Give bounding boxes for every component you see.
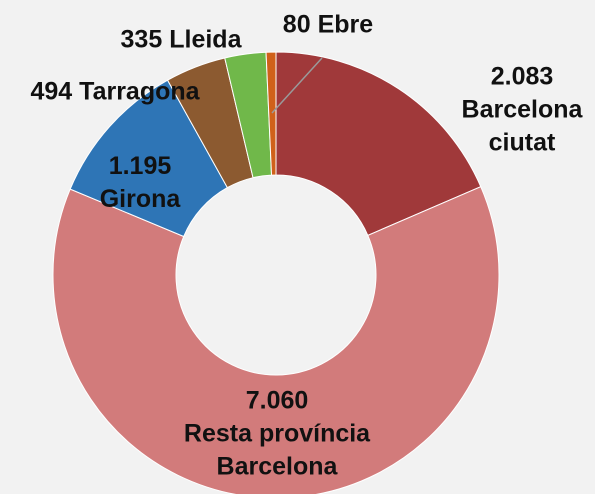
value-label: 7.060 [245, 386, 309, 415]
value-label: 494 [30, 77, 73, 106]
donut-slice [275, 51, 482, 237]
data-label: 335 Lleida [121, 24, 242, 57]
data-label: 7.060 Resta província Barcelona [162, 385, 392, 484]
data-label: 80 Ebre [283, 9, 373, 42]
category-label: Ebre [317, 10, 374, 39]
category-label: Resta província Barcelona [183, 419, 371, 481]
data-label: 494 Tarragona [30, 76, 199, 109]
donut-slice [265, 51, 277, 176]
data-label: 2.083 Barcelona ciutat [452, 61, 592, 160]
value-label: 80 [282, 10, 311, 39]
value-label: 2.083 [490, 62, 554, 91]
donut-slice [52, 186, 500, 494]
category-label: Tarragona [79, 77, 200, 106]
value-label: 1.195 [108, 152, 172, 180]
category-label: Girona [99, 185, 181, 213]
value-label: 335 [120, 25, 163, 54]
category-label: Barcelona ciutat [461, 95, 583, 157]
leader-line [271, 57, 323, 114]
category-label: Lleida [169, 25, 242, 54]
data-label: 1.195 Girona [100, 150, 181, 216]
